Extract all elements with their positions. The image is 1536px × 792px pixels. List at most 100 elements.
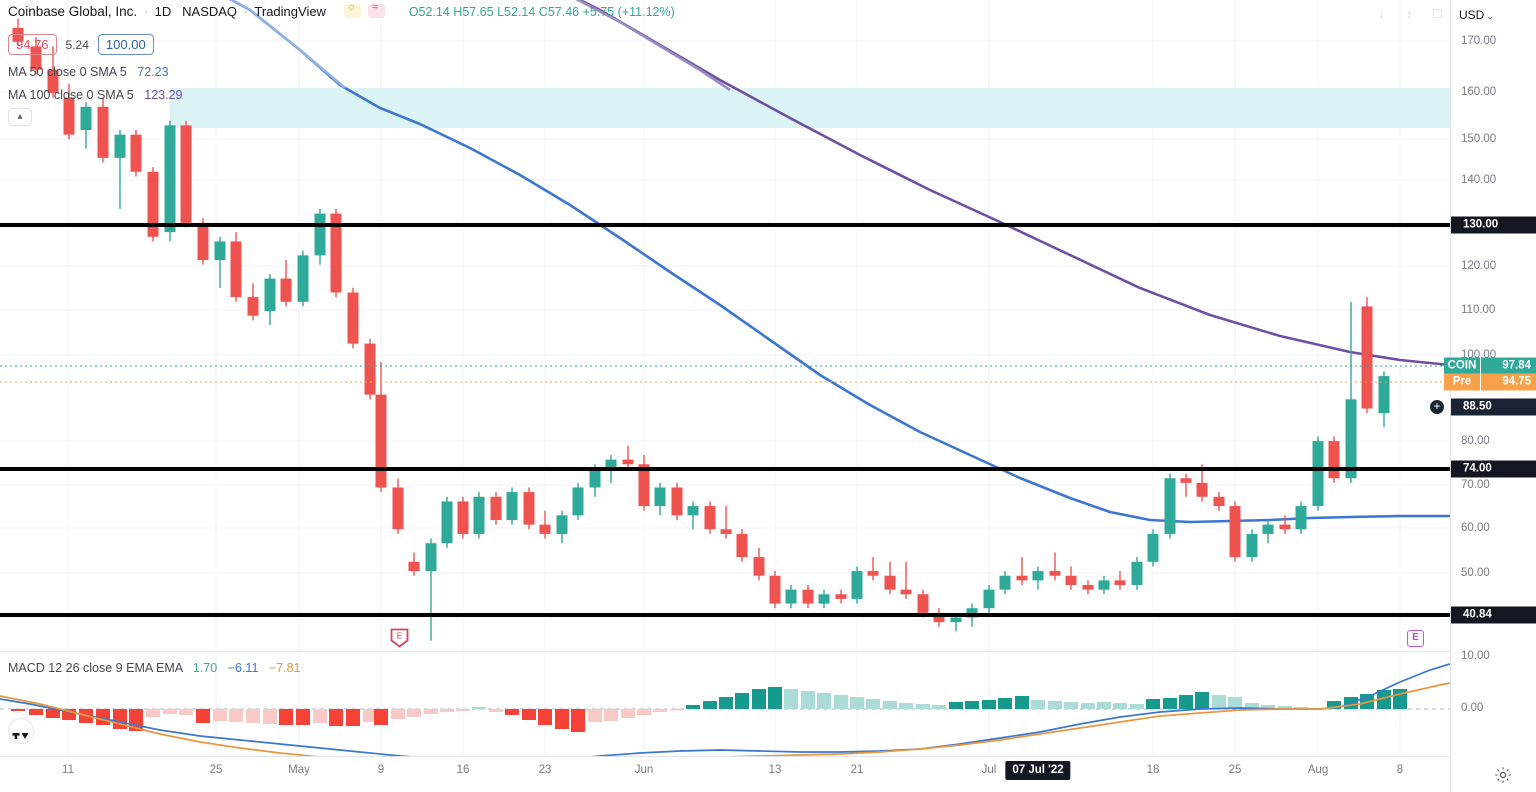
price-tag-label[interactable]: COIN (1444, 357, 1480, 375)
candlestick[interactable] (1213, 492, 1225, 511)
candlestick[interactable] (1114, 571, 1126, 590)
candlestick[interactable] (347, 287, 359, 349)
candlestick[interactable] (1361, 297, 1373, 414)
candlestick[interactable] (297, 250, 309, 307)
candlestick[interactable] (1016, 557, 1028, 585)
macd-legend[interactable]: MACD 12 26 close 9 EMA EMA 1.70 −6.11 −7… (8, 661, 301, 675)
candlestick[interactable] (247, 283, 259, 321)
candlestick[interactable] (1147, 529, 1159, 567)
candlestick[interactable] (1378, 371, 1390, 428)
candlestick[interactable] (900, 561, 912, 599)
candlestick[interactable] (364, 338, 376, 400)
candlestick[interactable] (884, 561, 896, 595)
candlestick[interactable] (214, 236, 226, 288)
ma50-line[interactable] (195, 0, 1450, 524)
candlestick[interactable] (999, 571, 1011, 595)
candlestick[interactable] (556, 510, 568, 544)
candlestick[interactable] (1180, 473, 1192, 497)
collapse-legend-button[interactable]: ▴ (8, 108, 32, 126)
candlestick[interactable] (704, 501, 716, 534)
candlestick[interactable] (802, 585, 814, 609)
candlestick[interactable] (1098, 575, 1110, 595)
candlestick[interactable] (280, 260, 292, 307)
candlestick[interactable] (1328, 436, 1340, 483)
candlestick[interactable] (687, 501, 699, 530)
target-price-box[interactable]: 100.00 (97, 34, 154, 55)
price-tag-label[interactable]: Pre (1444, 373, 1480, 391)
candlestick[interactable] (63, 83, 75, 140)
price-level-badge[interactable]: 74.00 (1451, 460, 1536, 478)
macd-signal-line[interactable] (0, 682, 1450, 756)
candlestick[interactable] (1164, 473, 1176, 539)
indicator-legend-ma50[interactable]: MA 50 close 0 SMA 5 72.23 (8, 65, 169, 79)
candlestick[interactable] (523, 487, 535, 530)
candlestick[interactable] (392, 478, 404, 534)
candlestick[interactable] (572, 482, 584, 520)
candlestick[interactable] (622, 445, 634, 469)
indicator-legend-ma100[interactable]: MA 100 close 0 SMA 5 123.29 (8, 88, 182, 102)
download-icon[interactable]: ↓ (1378, 7, 1385, 21)
macd-indicator-pane[interactable] (0, 651, 1450, 756)
candlestick[interactable] (164, 120, 176, 242)
candlestick[interactable] (330, 208, 342, 298)
candlestick[interactable] (408, 552, 420, 576)
price-chart-pane[interactable] (0, 0, 1450, 650)
candlestick[interactable] (753, 547, 765, 581)
symbol-name[interactable]: Coinbase Global, Inc. (8, 4, 138, 19)
candlestick[interactable] (114, 130, 126, 209)
earnings-marker-square-icon[interactable]: E (1407, 630, 1424, 647)
candlestick[interactable] (1131, 557, 1143, 590)
macd-line[interactable] (0, 663, 1450, 756)
price-level-badge[interactable]: 88.50 (1451, 398, 1536, 416)
candlestick[interactable] (1032, 566, 1044, 590)
price-level-badge[interactable]: 40.84 (1451, 606, 1536, 624)
candlestick[interactable] (80, 102, 92, 149)
currency-selector[interactable]: USD ⌄ (1459, 8, 1494, 22)
price-scale[interactable]: USD ⌄ 170.00 160.00 150.00 140.00 120.00 110.0… (1429, 0, 1536, 792)
candlestick[interactable] (314, 208, 326, 265)
add-order-plus-icon[interactable]: + (1429, 399, 1445, 415)
price-level-badge[interactable]: 130.00 (1451, 216, 1536, 234)
tradingview-logo-icon[interactable] (8, 718, 34, 744)
compress-icon[interactable]: ↕ (1406, 7, 1413, 21)
candlestick[interactable] (1345, 301, 1357, 483)
fullscreen-icon[interactable]: ☐ (1432, 7, 1443, 21)
pre-market-price-box[interactable]: 94.76 (8, 34, 57, 55)
candlestick[interactable] (473, 492, 485, 539)
gear-icon[interactable] (1494, 766, 1512, 784)
candlestick[interactable] (97, 97, 109, 163)
candlestick[interactable] (1279, 515, 1291, 534)
candlestick[interactable] (425, 538, 437, 641)
candlestick[interactable] (490, 492, 502, 525)
candlestick[interactable] (720, 506, 732, 539)
candlestick[interactable] (441, 496, 453, 548)
candlestick[interactable] (506, 487, 518, 525)
candlestick[interactable] (1312, 436, 1324, 511)
candlestick[interactable] (539, 510, 551, 539)
candlestick[interactable] (1082, 580, 1094, 595)
candlestick[interactable] (1295, 501, 1307, 534)
interval-label[interactable]: 1D (154, 4, 172, 19)
candlestick[interactable] (983, 585, 995, 613)
candlestick[interactable] (1229, 501, 1241, 562)
candlestick[interactable] (264, 273, 276, 325)
candlestick[interactable] (835, 589, 847, 604)
candlestick[interactable] (654, 482, 666, 516)
price-tag-value[interactable]: 97.84 (1481, 357, 1536, 375)
candlestick[interactable] (769, 571, 781, 609)
candlestick[interactable] (1262, 520, 1274, 544)
candlestick[interactable] (230, 232, 242, 302)
candlestick[interactable] (736, 529, 748, 562)
candlestick[interactable] (638, 455, 650, 511)
candlestick[interactable] (933, 608, 945, 627)
candlestick[interactable] (130, 130, 142, 177)
candlestick[interactable] (1065, 566, 1077, 590)
candlestick[interactable] (671, 482, 683, 520)
candlestick[interactable] (180, 120, 192, 228)
candlestick[interactable] (917, 589, 929, 618)
supply-zone-highlight[interactable] (170, 88, 1450, 128)
candlestick[interactable] (818, 589, 830, 609)
candlestick[interactable] (1049, 552, 1061, 581)
price-tag-value[interactable]: 94.75 (1481, 373, 1536, 391)
candlestick[interactable] (1246, 529, 1258, 562)
